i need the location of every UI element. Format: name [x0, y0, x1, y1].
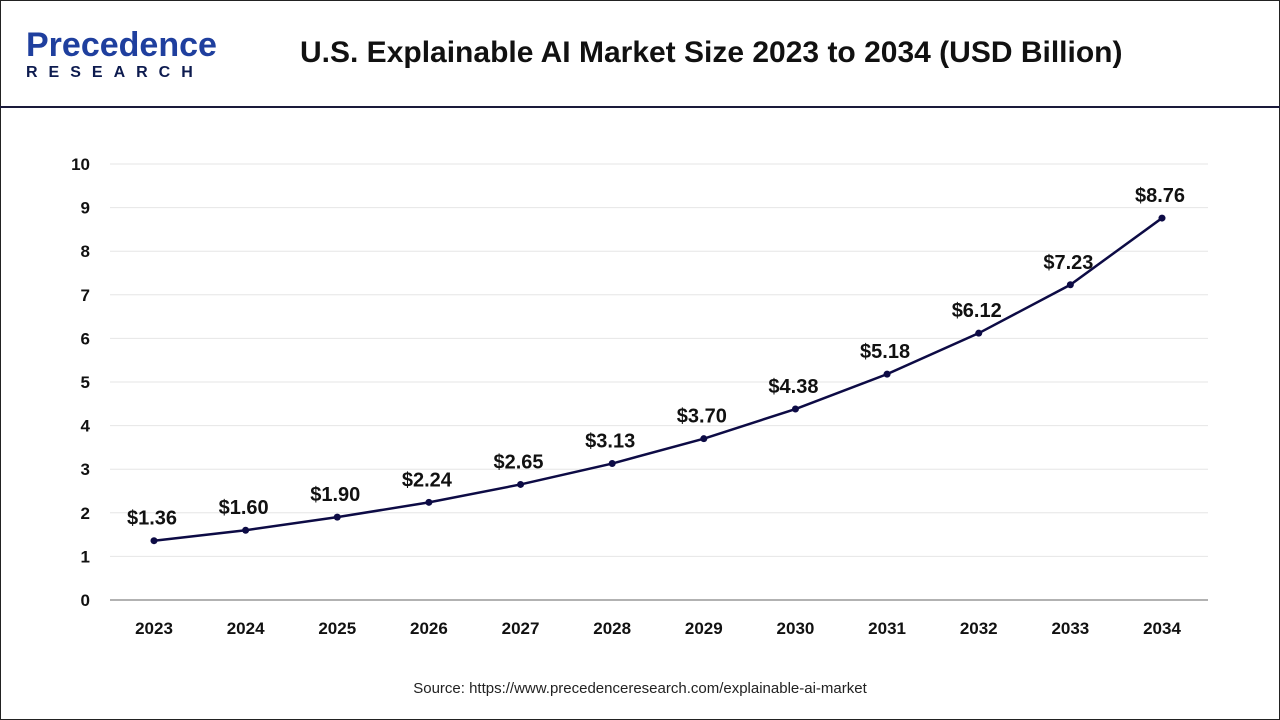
data-point — [242, 526, 250, 534]
y-tick-label: 1 — [81, 547, 90, 566]
data-point — [150, 537, 158, 545]
data-label: $3.70 — [677, 406, 727, 428]
x-tick-label: 2034 — [1143, 619, 1181, 638]
y-tick-label: 8 — [81, 242, 90, 261]
data-label: $7.23 — [1043, 252, 1093, 274]
y-tick-label: 9 — [81, 199, 90, 218]
x-tick-label: 2023 — [135, 619, 173, 638]
data-point — [883, 370, 891, 378]
data-label: $1.60 — [219, 497, 269, 519]
x-tick-label: 2029 — [685, 619, 723, 638]
y-tick-label: 4 — [81, 417, 91, 436]
data-point — [1066, 281, 1074, 289]
x-tick-label: 2026 — [410, 619, 448, 638]
data-label: $3.13 — [585, 431, 635, 453]
data-point — [1158, 214, 1166, 222]
x-tick-label: 2030 — [777, 619, 815, 638]
data-label: $4.38 — [768, 376, 818, 398]
data-label: $8.76 — [1135, 185, 1185, 207]
data-point — [333, 513, 341, 521]
y-tick-label: 5 — [81, 373, 90, 392]
chart-title: U.S. Explainable AI Market Size 2023 to … — [300, 36, 1123, 69]
logo-line2: RESEARCH — [26, 64, 204, 81]
x-tick-label: 2027 — [502, 619, 540, 638]
logo-line1: Precedence — [26, 26, 217, 64]
logo: Precedence RESEARCH — [26, 28, 217, 82]
y-tick-label: 10 — [71, 155, 90, 174]
x-tick-label: 2033 — [1051, 619, 1089, 638]
data-label: $1.90 — [310, 484, 360, 506]
data-label: $1.36 — [127, 508, 177, 530]
data-point — [517, 480, 525, 488]
y-tick-label: 6 — [81, 329, 90, 348]
x-tick-label: 2032 — [960, 619, 998, 638]
x-tick-label: 2031 — [868, 619, 906, 638]
y-tick-label: 0 — [81, 591, 90, 610]
series-line — [153, 217, 1163, 542]
y-tick-label: 7 — [81, 286, 90, 305]
data-point — [791, 405, 799, 413]
source-text: Source: https://www.precedenceresearch.c… — [413, 680, 867, 697]
data-label: $2.65 — [494, 451, 544, 473]
x-tick-label: 2028 — [593, 619, 631, 638]
data-label: $2.24 — [402, 469, 453, 491]
data-label: $6.12 — [952, 300, 1002, 322]
y-tick-label: 2 — [81, 504, 90, 523]
data-point — [608, 460, 616, 468]
header: Precedence RESEARCH U.S. Explainable AI … — [0, 0, 1280, 108]
data-point — [425, 498, 433, 506]
data-point — [975, 329, 983, 337]
data-label: $5.18 — [860, 341, 910, 363]
x-tick-label: 2024 — [227, 619, 265, 638]
x-tick-label: 2025 — [318, 619, 356, 638]
y-tick-label: 3 — [81, 460, 90, 479]
data-point — [700, 435, 708, 443]
